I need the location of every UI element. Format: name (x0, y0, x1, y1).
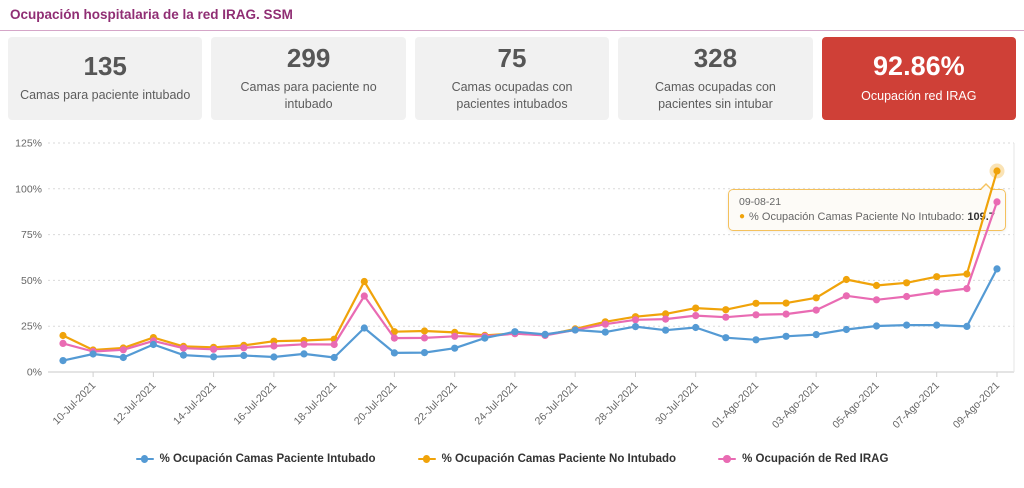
chart-tooltip: 09-08-21 ●% Ocupación Camas Paciente No … (728, 183, 1006, 231)
card-value: 75 (497, 43, 527, 74)
page-title: Ocupación hospitalaria de la red IRAG. S… (10, 7, 293, 22)
chart-grid-axes: 0% 25% 50% 75% 100% 125% 10-Jul-2021 12-Jul-202… (15, 138, 1015, 432)
tooltip-value: 109.7 (967, 211, 995, 223)
card-label: Ocupación red IRAG (861, 88, 977, 103)
svg-text:25%: 25% (21, 321, 42, 333)
svg-text:22-Jul-2021: 22-Jul-2021 (412, 380, 460, 428)
legend-marker-blue-icon (135, 455, 154, 464)
svg-text:01-Ago-2021: 01-Ago-2021 (710, 380, 762, 432)
legend-item-red-irag[interactable]: % Ocupación de Red IRAG (718, 453, 888, 465)
legend-label: % Ocupación Camas Paciente Intubado (159, 453, 376, 465)
svg-text:16-Jul-2021: 16-Jul-2021 (231, 380, 279, 428)
svg-text:0%: 0% (27, 367, 42, 379)
svg-text:03-Ago-2021: 03-Ago-2021 (770, 380, 822, 432)
svg-text:18-Jul-2021: 18-Jul-2021 (292, 380, 340, 428)
card-label: Camas ocupadas con pacientes intubados (451, 80, 573, 111)
tooltip-series-label: % Ocupación Camas Paciente No Intubado: (749, 211, 965, 223)
svg-text:100%: 100% (15, 183, 42, 195)
legend-item-intubado[interactable]: % Ocupación Camas Paciente Intubado (135, 453, 376, 465)
card-label: Camas para paciente no intubado (240, 80, 377, 111)
tooltip-date: 09-08-21 (739, 196, 782, 208)
tooltip-series-bullet-icon: ● (739, 211, 746, 222)
svg-text:07-Ago-2021: 07-Ago-2021 (890, 380, 942, 432)
svg-text:28-Jul-2021: 28-Jul-2021 (593, 380, 641, 428)
occupancy-line-chart[interactable]: 0% 25% 50% 75% 100% 125% 10-Jul-2021 12-Jul-202… (0, 133, 1024, 451)
card-value: 92.86% (873, 50, 965, 81)
legend-marker-pink-icon (718, 455, 737, 464)
card-ocupadas-intubados: 75 Camas ocupadas con pacientes intubado… (414, 37, 610, 120)
legend-item-no-intubado[interactable]: % Ocupación Camas Paciente No Intubado (417, 453, 677, 465)
legend-marker-orange-icon (417, 455, 436, 464)
legend-label: % Ocupación Camas Paciente No Intubado (441, 453, 677, 465)
svg-text:14-Jul-2021: 14-Jul-2021 (171, 380, 219, 428)
svg-text:26-Jul-2021: 26-Jul-2021 (533, 380, 581, 428)
card-camas-intubado: 135 Camas para paciente intubado (8, 37, 203, 120)
card-value: 299 (286, 43, 331, 74)
svg-text:10-Jul-2021: 10-Jul-2021 (51, 380, 99, 428)
legend-label: % Ocupación de Red IRAG (742, 453, 889, 465)
svg-text:125%: 125% (15, 138, 42, 150)
svg-text:30-Jul-2021: 30-Jul-2021 (653, 380, 701, 428)
tooltip-body: ●% Ocupación Camas Paciente No Intubado:… (739, 211, 995, 223)
svg-text:24-Jul-2021: 24-Jul-2021 (472, 380, 520, 428)
header: Ocupación hospitalaria de la red IRAG. S… (0, 0, 1024, 31)
kpi-cards-row: 135 Camas para paciente intubado 299 Cam… (8, 37, 1017, 120)
svg-text:20-Jul-2021: 20-Jul-2021 (352, 380, 400, 428)
card-label: Camas para paciente intubado (20, 88, 191, 103)
svg-text:05-Ago-2021: 05-Ago-2021 (830, 380, 882, 432)
card-ocupadas-sin-intubar: 328 Camas ocupadas con pacientes sin int… (618, 37, 813, 120)
svg-text:75%: 75% (21, 229, 42, 241)
svg-text:12-Jul-2021: 12-Jul-2021 (111, 380, 159, 428)
card-value: 328 (693, 43, 738, 74)
svg-text:09-Ago-2021: 09-Ago-2021 (951, 380, 1003, 432)
svg-text:50%: 50% (21, 275, 42, 287)
card-value: 135 (83, 51, 127, 82)
card-ocupacion-red-irag: 92.86% Ocupación red IRAG (821, 37, 1017, 120)
card-label: Camas ocupadas con pacientes sin intubar (654, 80, 776, 111)
card-camas-no-intubado: 299 Camas para paciente no intubado (211, 37, 406, 120)
chart-legend: % Ocupación Camas Paciente Intubado % Oc… (0, 453, 1024, 465)
